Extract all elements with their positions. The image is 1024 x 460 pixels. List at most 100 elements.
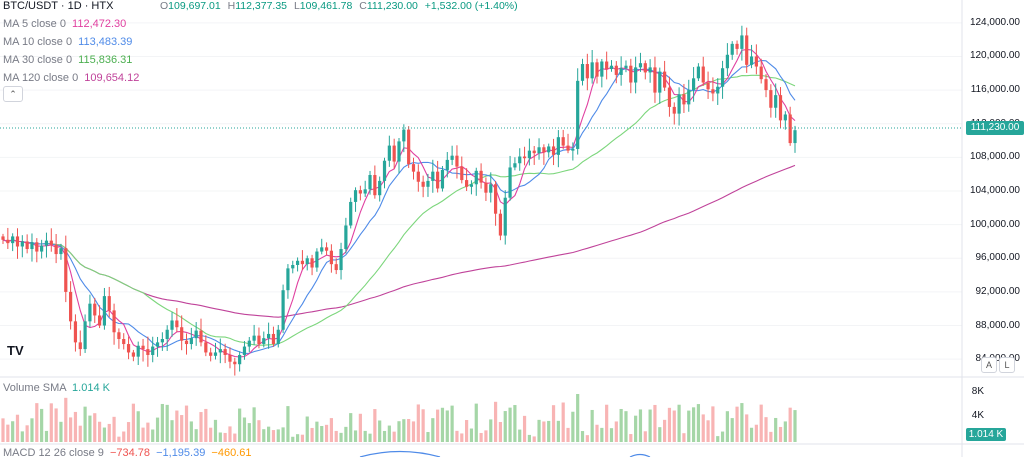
candle-body xyxy=(450,155,454,160)
auto-scale-button[interactable]: A xyxy=(981,357,997,373)
volume-bar xyxy=(25,425,29,442)
price-axis-label: 120,000.00 xyxy=(969,50,1020,62)
candle-body xyxy=(614,65,618,75)
candle-body xyxy=(411,164,416,172)
candle-body xyxy=(638,63,643,68)
candle-body xyxy=(788,114,792,144)
candle-body xyxy=(576,80,580,149)
volume-bar xyxy=(247,423,251,442)
volume-bar xyxy=(749,427,754,442)
volume-bar xyxy=(469,428,474,442)
candle-body xyxy=(455,155,459,167)
candle-body xyxy=(25,241,29,250)
candle-body xyxy=(155,342,160,347)
price-axis-label: 88,000.00 xyxy=(975,319,1021,331)
candle-body xyxy=(233,361,237,365)
candle-body xyxy=(716,86,720,94)
candle-body xyxy=(431,171,435,181)
volume-legend[interactable]: Volume SMA 1.014 K xyxy=(3,382,110,395)
candle-body xyxy=(696,66,701,79)
volume-bar xyxy=(619,408,623,442)
volume-bar xyxy=(421,409,425,442)
collapse-legend-button[interactable]: ⌃ xyxy=(3,86,23,102)
symbol-title[interactable]: BTC/USDT · 1D · HTX xyxy=(3,0,113,13)
tradingview-logo[interactable]: TV xyxy=(7,343,24,358)
candle-body xyxy=(518,156,522,164)
volume-bar xyxy=(102,427,107,442)
candle-body xyxy=(706,82,710,90)
volume-bar xyxy=(774,417,778,442)
volume-bar xyxy=(300,434,305,442)
candle-body xyxy=(199,330,203,343)
candle-body xyxy=(69,291,73,322)
candle-body xyxy=(382,160,387,181)
candle-body xyxy=(189,338,193,345)
candle-body xyxy=(170,320,174,330)
volume-bar xyxy=(503,411,507,442)
candle-body xyxy=(363,189,367,194)
candle-body xyxy=(580,64,585,81)
candle-body xyxy=(551,146,556,155)
volume-bar xyxy=(576,394,580,442)
ma5-value: 112,472.30 xyxy=(72,18,127,30)
candle-body xyxy=(93,303,97,316)
candle-body xyxy=(131,352,135,357)
candle-body xyxy=(305,258,309,265)
volume-bar xyxy=(281,427,285,442)
volume-bar xyxy=(551,405,556,442)
candle-body xyxy=(15,236,20,247)
candle-body xyxy=(329,250,333,265)
volume-bar xyxy=(527,434,531,442)
candle-body xyxy=(619,68,623,75)
candle-body xyxy=(64,248,68,292)
candle-body xyxy=(522,156,527,159)
candle-body xyxy=(769,90,773,108)
volume-bar xyxy=(291,436,295,442)
indicator-ma120[interactable]: MA 120 close 0 109,654.12 xyxy=(3,72,139,85)
volume-bar xyxy=(180,415,184,442)
volume-bar xyxy=(252,407,256,442)
volume-bar xyxy=(691,407,696,442)
candle-body xyxy=(122,339,126,345)
volume-bar xyxy=(701,414,705,442)
volume-axis-4k: 4K xyxy=(971,410,984,421)
candle-body xyxy=(180,327,184,341)
volume-bar xyxy=(682,433,686,442)
candle-body xyxy=(320,247,324,252)
candle-body xyxy=(687,90,691,105)
price-axis-label: 124,000.00 xyxy=(969,16,1020,28)
volume-bars xyxy=(1,394,797,442)
volume-bar xyxy=(436,409,440,442)
candle-body xyxy=(465,180,469,187)
volume-bar xyxy=(194,429,198,442)
indicator-ma10[interactable]: MA 10 close 0 113,483.39 xyxy=(3,36,132,49)
volume-bar xyxy=(295,434,300,442)
log-scale-button[interactable]: L xyxy=(999,357,1015,373)
candle-body xyxy=(262,338,266,345)
candle-body xyxy=(83,321,87,350)
macd-legend[interactable]: MACD 12 26 close 9 −734.78 −1,195.39 −46… xyxy=(3,447,251,460)
candle-body xyxy=(117,332,121,339)
candle-body xyxy=(40,245,44,252)
indicator-ma5[interactable]: MA 5 close 0 112,472.30 xyxy=(3,18,126,31)
volume-bar xyxy=(83,406,87,442)
volume-bar xyxy=(769,431,773,442)
last-price-tag: 111,230.00 xyxy=(966,121,1024,135)
candle-body xyxy=(165,329,169,339)
volume-bar xyxy=(489,419,493,442)
candle-body xyxy=(194,330,198,339)
candle-body xyxy=(436,171,440,189)
candle-body xyxy=(146,349,150,355)
volume-bar xyxy=(638,409,643,442)
volume-bar xyxy=(793,410,797,442)
candle-body xyxy=(49,240,53,245)
volume-bar xyxy=(233,433,237,442)
candle-body xyxy=(624,65,628,69)
volume-bar xyxy=(740,403,744,442)
volume-bar xyxy=(228,426,232,442)
indicator-ma30[interactable]: MA 30 close 0 115,836.31 xyxy=(3,54,132,67)
candle-body xyxy=(102,296,107,326)
volume-bar xyxy=(1,418,5,442)
candle-body xyxy=(547,146,551,153)
